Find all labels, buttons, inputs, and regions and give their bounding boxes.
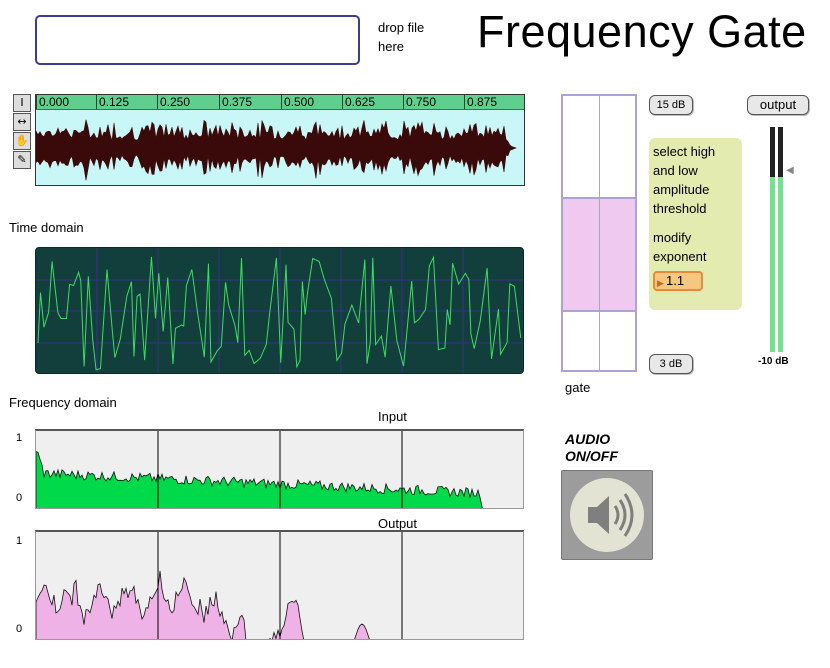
meter-label: -10 dB (758, 356, 789, 367)
scope-grid (36, 248, 523, 373)
time-domain-scope (35, 247, 524, 374)
time-domain-label: Time domain (9, 220, 84, 235)
ruler-label: 0.500 (281, 95, 314, 109)
output-spectrum-fill (36, 570, 370, 639)
instruction-note: select high and low amplitude threshold … (649, 138, 742, 310)
input-spectrum-fill (36, 451, 483, 508)
audio-toggle-label: AUDIO ON/OFF (565, 431, 618, 465)
drop-file-area[interactable] (35, 15, 360, 65)
meter-left-channel (770, 127, 775, 352)
output-axis-min: 0 (16, 623, 23, 635)
exponent-value: 1.1 (666, 273, 685, 288)
instruction-text: select high and low amplitude threshold (653, 144, 716, 216)
ruler-label: 0.125 (96, 95, 129, 109)
slider-center-line (599, 96, 600, 370)
input-spectrum (35, 429, 524, 509)
ruler-label: 0.750 (403, 95, 436, 109)
low-threshold-display[interactable]: 3 dB (649, 354, 693, 374)
ruler-label: 0.875 (464, 95, 497, 109)
waveform-toolbar: I ↔ ✋ ✎ (13, 94, 31, 170)
output-axis-max: 1 (16, 535, 23, 547)
ruler-label: 0.250 (157, 95, 190, 109)
output-level-meter (770, 127, 784, 352)
gate-range-slider[interactable] (561, 94, 637, 372)
output-label: Output (378, 516, 418, 531)
scope-trace (37, 255, 522, 371)
pencil-tool-icon[interactable]: ✎ (13, 151, 31, 169)
waveform-trace (36, 119, 517, 181)
waveform-plot (36, 119, 517, 181)
drop-file-label: drop file here (378, 20, 425, 54)
speaker-icon (570, 478, 644, 552)
move-tool-icon[interactable]: ↔ (13, 113, 31, 131)
input-axis-max: 1 (16, 432, 23, 444)
input-axis-min: 0 (16, 492, 23, 504)
exponent-label: modify exponent (653, 230, 707, 264)
frequency-domain-label: Frequency domain (9, 395, 117, 410)
gate-label: gate (565, 380, 591, 395)
hand-tool-icon[interactable]: ✋ (13, 132, 31, 150)
time-ruler[interactable]: 0.000 0.125 0.250 0.375 0.500 0.625 0.75… (36, 95, 524, 110)
exponent-number-box[interactable]: ▶ 1.1 (653, 271, 703, 291)
select-tool-icon[interactable]: I (13, 94, 31, 112)
input-spectrum-plot (36, 431, 483, 508)
output-spectrum (35, 530, 524, 640)
audio-toggle-button[interactable] (561, 470, 653, 560)
output-button[interactable]: output (747, 95, 809, 115)
audio-label-line2: ON/OFF (565, 448, 618, 464)
meter-indicator-icon[interactable]: ◀ (786, 165, 794, 176)
ruler-label: 0.000 (36, 95, 69, 109)
page-title: Frequency Gate (477, 6, 807, 57)
audio-label-line1: AUDIO (565, 431, 611, 447)
output-spectrum-plot (36, 532, 403, 639)
meter-right-channel (778, 127, 783, 352)
ruler-label: 0.625 (342, 95, 375, 109)
high-threshold-display[interactable]: 15 dB (649, 95, 693, 115)
input-label: Input (378, 409, 407, 424)
waveform-display[interactable]: 0.000 0.125 0.250 0.375 0.500 0.625 0.75… (35, 94, 525, 186)
ruler-label: 0.375 (219, 95, 252, 109)
scope-plot (36, 248, 523, 373)
number-arrow-icon: ▶ (657, 278, 664, 288)
